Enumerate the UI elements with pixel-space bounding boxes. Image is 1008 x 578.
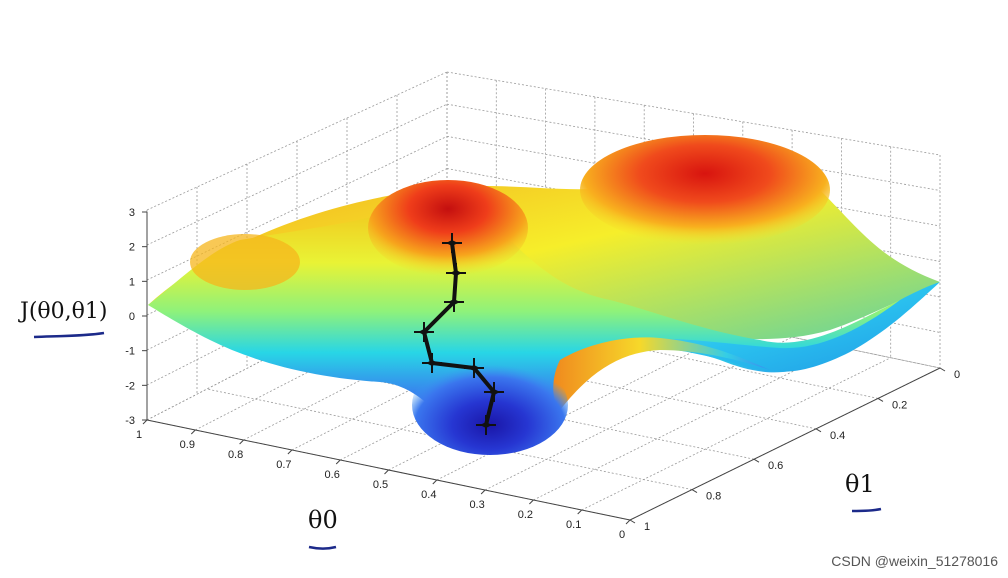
- z-axis-label: J(θ0,θ1): [18, 299, 107, 324]
- x-tick-label: 0.6: [325, 469, 340, 481]
- x-tick-mark: [529, 499, 534, 505]
- y-tick-label: 0.2: [892, 399, 907, 411]
- y-tick-mark: [629, 519, 636, 524]
- z-tick-label: 0: [129, 311, 135, 323]
- x-tick-mark: [625, 519, 631, 525]
- x-tick-label: 0.9: [180, 439, 195, 451]
- y-tick-mark: [939, 367, 946, 372]
- y-tick-label: 1: [644, 521, 650, 533]
- y-tick-mark: [753, 458, 760, 463]
- y-tick-mark: [877, 397, 884, 402]
- x-tick-label: 0.2: [518, 509, 533, 521]
- x-tick-mark: [239, 439, 244, 445]
- z-tick-label: 1: [129, 276, 135, 288]
- x-tick-label: 0.5: [373, 479, 388, 491]
- x-tick-label: 0: [619, 529, 625, 541]
- y-tick-label: 0.8: [706, 491, 721, 503]
- x-tick-mark: [190, 429, 196, 435]
- x-tick-label: 0.4: [421, 489, 436, 501]
- x-axis-ticks: 1 0.9 0.8 0.7 0.6 0.5 0.4 0.3 0.2 0.1 0: [136, 419, 631, 541]
- watermark: CSDN @weixin_51278016: [831, 553, 998, 569]
- x-tick-mark: [432, 479, 438, 485]
- descent-path-markers: [414, 233, 504, 435]
- x-axis-label: θ0: [308, 506, 338, 534]
- z-tick-label: -3: [125, 415, 135, 427]
- z-tick-label: -2: [125, 380, 135, 392]
- x-tick-mark: [480, 489, 486, 495]
- x-tick-mark: [287, 449, 293, 455]
- x-tick-mark: [335, 459, 341, 465]
- x-tick-label: 0.3: [469, 499, 484, 511]
- y-tick-label: 0.4: [830, 430, 845, 442]
- x-axis-label-underline: [308, 545, 337, 550]
- y-tick-label: 0.6: [768, 460, 783, 472]
- descent-step-marker: [446, 263, 466, 283]
- x-tick-mark: [577, 509, 583, 515]
- y-tick-label: 0: [954, 369, 960, 381]
- descent-step-marker: [414, 322, 434, 342]
- y-tick-mark: [815, 428, 822, 433]
- x-tick-label: 0.8: [228, 449, 243, 461]
- descent-step-marker: [442, 233, 462, 253]
- descent-step-marker: [444, 292, 464, 312]
- x-tick-label: 1: [136, 429, 142, 441]
- z-tick-label: 2: [129, 242, 135, 254]
- x-tick-label: 0.7: [276, 459, 291, 471]
- x-tick-mark: [384, 469, 389, 475]
- cost-surface: [148, 135, 940, 455]
- y-tick-mark: [691, 489, 698, 494]
- y-axis-label: θ1: [845, 470, 875, 498]
- z-axis-ticks: 3 2 1 0 -1 -2 -3: [125, 207, 147, 427]
- z-tick-label: -1: [125, 346, 135, 358]
- descent-step-marker: [476, 415, 496, 435]
- descent-step-marker: [422, 353, 442, 373]
- descent-step-marker: [464, 358, 484, 378]
- z-tick-label: 3: [129, 207, 135, 219]
- x-tick-label: 0.1: [566, 519, 581, 531]
- x-tick-mark: [142, 419, 148, 425]
- descent-step-marker: [484, 382, 504, 402]
- y-axis-ticks: 0 0.2 0.4 0.6 0.8 1: [629, 367, 960, 533]
- z-axis-label-underline: [33, 331, 105, 339]
- y-axis-label-underline: [851, 507, 882, 513]
